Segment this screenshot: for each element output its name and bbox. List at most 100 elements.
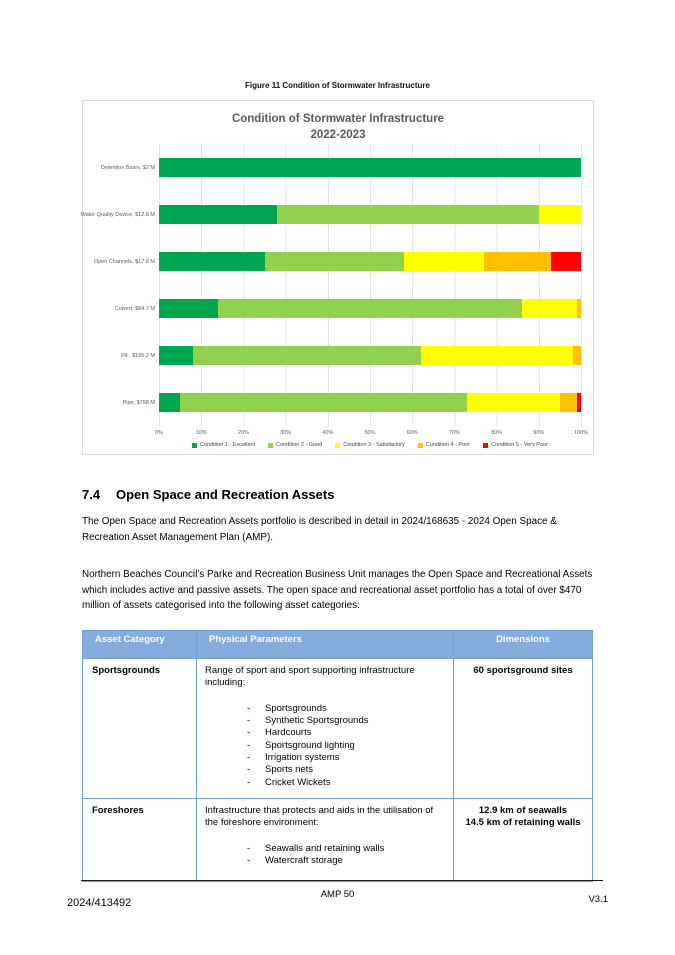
bullet-text: Seawalls and retaining walls (265, 842, 385, 854)
bar-category-label: Pipe, $798 M (122, 399, 155, 406)
cell-dimensions: 60 sportsground sites (453, 658, 593, 799)
x-axis-tick: 100% (573, 430, 589, 436)
bullet-item: - Watercraft storage (205, 855, 445, 867)
bar-segment (576, 393, 581, 412)
bar-segment (159, 158, 581, 177)
bullet-text: Cricket Wickets (265, 776, 331, 788)
bullet-item: - Synthetic Sportsgrounds (205, 715, 445, 727)
x-axis-tick: 40% (322, 430, 334, 436)
footer-version: V3.1 (588, 894, 608, 905)
legend-swatch-icon (335, 442, 341, 448)
legend-label: Condition 1 - Excellent (200, 442, 256, 448)
bullet-text: Sportsground lighting (265, 739, 355, 751)
bullet-text: Sportsgrounds (265, 702, 327, 714)
x-axis-tick: 80% (491, 430, 503, 436)
stacked-bar (159, 158, 581, 177)
bullet-text: Sports nets (265, 764, 314, 776)
x-axis-tick: 30% (280, 430, 292, 436)
cell-dimensions: 12.9 km of seawalls 14.5 km of retaining… (453, 798, 593, 882)
section-title: Open Space and Recreation Assets (116, 487, 335, 502)
stacked-bar (159, 252, 581, 271)
header-dimensions: Dimensions (453, 630, 593, 659)
stacked-bar (159, 346, 581, 365)
figure-caption: Figure 11 Condition of Stormwater Infras… (245, 81, 430, 90)
chart-x-axis: 0% 10% 20% 30% 40% 50% 60% 70% 80% 90% 100% (155, 430, 588, 439)
bullet-dash: - (247, 842, 251, 854)
x-axis-tick: 60% (406, 430, 418, 436)
bullet-dash: - (247, 752, 251, 764)
bar-segment (538, 205, 581, 224)
legend-swatch-icon (417, 442, 423, 448)
bar-segment (159, 205, 278, 224)
bar-segment (159, 346, 193, 365)
stacked-bar (159, 393, 581, 412)
legend-label: Condition 5 - Very Poor (491, 442, 548, 448)
bar-segment (192, 346, 421, 365)
cell-parameters: Infrastructure that protects and aids in… (196, 798, 454, 882)
chart-gridlines (159, 144, 582, 426)
bar-row: Detention Basin, $2 M (83, 144, 581, 191)
cell-category: Sportsgrounds (82, 658, 197, 799)
asset-category-table: Asset Category Physical Parameters Dimen… (82, 630, 593, 882)
cell-description: Range of sport and sport supporting infr… (205, 665, 415, 689)
bar-segment (403, 252, 484, 271)
x-axis-tick: 50% (364, 430, 376, 436)
bar-segment (576, 299, 581, 318)
bullet-dash: - (247, 855, 251, 867)
stacked-bar (159, 205, 581, 224)
legend-item: Condition 3 - Satisfactory (335, 442, 405, 448)
x-axis-tick: 90% (533, 430, 545, 436)
bullet-item: - Cricket Wickets (205, 777, 445, 789)
bullet-dash: - (247, 715, 251, 727)
bar-row: Culvert, $84.7 M (83, 285, 581, 332)
bar-segment (521, 299, 577, 318)
bar-row: Pit , $195.2 M (83, 332, 581, 379)
table-header-row: Asset Category Physical Parameters Dimen… (82, 630, 593, 659)
x-axis-tick: 10% (195, 430, 207, 436)
header-asset-category: Asset Category (82, 630, 197, 659)
paragraph-business-unit: Northern Beaches Council’s Parke and Rec… (82, 569, 593, 611)
bar-segment (159, 299, 219, 318)
legend-item: Condition 5 - Very Poor (483, 442, 548, 448)
chart-subtitle: 2022-2023 (310, 129, 366, 142)
bullet-text: Irrigation systems (265, 752, 340, 764)
bar-segment (420, 346, 573, 365)
stormwater-condition-chart: Condition of Stormwater Infrastructure 2… (81, 100, 594, 455)
bar-segment (551, 252, 581, 271)
bar-category-label: Pit , $195.2 M (121, 352, 155, 359)
bar-segment (218, 299, 522, 318)
legend-swatch-icon (192, 442, 198, 448)
chart-title: Condition of Stormwater Infrastructure (231, 113, 445, 125)
bar-segment (467, 393, 560, 412)
section-heading: 7.4 Open Space and Recreation Assets (82, 487, 594, 502)
paragraph-portfolio-description: The Open Space and Recreation Assets por… (82, 516, 557, 543)
bullet-list: - Seawalls and retaining walls - Watercraft… (205, 843, 445, 868)
bullet-dash: - (247, 764, 251, 776)
bar-segment (159, 252, 265, 271)
header-physical-parameters: Physical Parameters (196, 630, 454, 659)
bullet-dash: - (247, 739, 251, 751)
stacked-bar (159, 299, 581, 318)
legend-swatch-icon (268, 442, 274, 448)
bar-segment (277, 205, 539, 224)
bullet-item: - Irrigation systems (205, 752, 445, 764)
bullet-item: - Hardcourts (205, 727, 445, 739)
chart-plot-area: Detention Basin, $2 M Water Quality Devic… (81, 144, 581, 426)
bullet-item: - Sportsgrounds (205, 703, 445, 715)
chart-title-block: Condition of Stormwater Infrastructure 2… (83, 101, 593, 143)
legend-label: Condition 2 - Good (276, 442, 323, 448)
bullet-text: Hardcourts (265, 727, 312, 739)
bullet-text: Watercraft storage (265, 855, 343, 867)
bar-category-label: Open Channels, $17.6 M (93, 258, 155, 265)
bar-row: Open Channels, $17.6 M (83, 238, 581, 285)
legend-label: Condition 4 - Poor (425, 442, 471, 448)
legend-item: Condition 1 - Excellent (192, 442, 255, 448)
chart-legend: Condition 1 - Excellent Condition 2 - Goo… (159, 442, 581, 448)
cell-category: Foreshores (82, 798, 197, 882)
cell-parameters: Range of sport and sport supporting infr… (196, 658, 454, 799)
x-axis-tick: 20% (237, 430, 249, 436)
bar-row: Water Quality Device, $12.8 M (81, 191, 581, 238)
x-axis-tick: 70% (448, 430, 460, 436)
bullet-item: - Seawalls and retaining walls (205, 843, 445, 855)
bullet-dash: - (247, 776, 251, 788)
